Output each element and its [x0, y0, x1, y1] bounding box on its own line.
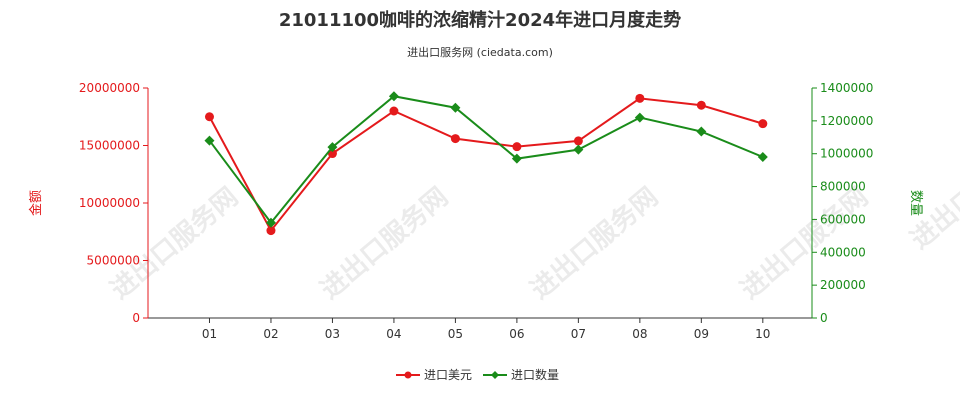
chart-subtitle: 进出口服务网 (ciedata.com)	[407, 45, 553, 59]
x-tick-label: 06	[509, 327, 524, 341]
right-axis-title: 数量	[908, 190, 923, 216]
left-tick-label: 5000000	[87, 254, 140, 268]
right-tick-label: 400000	[820, 245, 866, 259]
watermark-text: 进出口服务网	[525, 182, 664, 305]
data-point[interactable]	[696, 100, 706, 110]
x-tick-label: 08	[632, 327, 647, 341]
chart-title: 21011100咖啡的浓缩精汁2024年进口月度走势	[279, 9, 681, 31]
legend: 进口美元 进口数量	[396, 367, 559, 382]
data-point[interactable]	[511, 153, 522, 164]
left-tick-label: 20000000	[79, 81, 140, 95]
data-point[interactable]	[573, 136, 583, 146]
data-point[interactable]	[512, 142, 522, 152]
right-tick-label: 1400000	[820, 81, 873, 95]
x-tick-label: 02	[263, 327, 278, 341]
left-tick-label: 10000000	[79, 196, 140, 210]
watermark-text: 进出口服务网	[315, 182, 454, 305]
right-tick-label: 800000	[820, 180, 866, 194]
right-tick-label: 0	[820, 311, 828, 325]
x-tick-label: 09	[694, 327, 709, 341]
data-point[interactable]	[204, 135, 215, 146]
right-tick-label: 1200000	[820, 114, 873, 128]
data-point[interactable]	[573, 144, 584, 155]
x-tick-label: 07	[571, 327, 586, 341]
legend-label-import-quantity: 进口数量	[511, 367, 559, 382]
x-tick-label: 03	[325, 327, 340, 341]
x-tick-label: 05	[448, 327, 463, 341]
right-axis: 0 200000 400000 600000 800000 1000000 1200000 1…	[811, 81, 873, 325]
data-point[interactable]	[266, 226, 276, 236]
data-point[interactable]	[757, 152, 768, 162]
left-tick-label: 0	[132, 311, 140, 325]
right-tick-label: 200000	[820, 278, 866, 292]
x-tick-label: 10	[755, 327, 770, 341]
legend-label-import-usd: 进口美元	[424, 368, 472, 382]
data-point[interactable]	[696, 126, 707, 137]
legend-item-import-quantity[interactable]: 进口数量	[483, 367, 559, 382]
data-point[interactable]	[265, 217, 276, 228]
series-0	[204, 93, 768, 236]
series-1	[204, 91, 768, 228]
data-point[interactable]	[389, 106, 399, 116]
series-line	[208, 97, 764, 233]
data-point[interactable]	[327, 142, 338, 153]
data-point[interactable]	[635, 93, 645, 103]
x-tick-label: 04	[386, 327, 401, 341]
data-point[interactable]	[204, 112, 214, 122]
x-tick-label: 01	[202, 327, 217, 341]
left-tick-label: 15000000	[79, 139, 140, 153]
data-point[interactable]	[388, 91, 399, 102]
right-tick-label: 600000	[820, 212, 866, 226]
right-tick-label: 1000000	[820, 147, 873, 161]
legend-item-import-usd[interactable]: 进口美元	[396, 368, 472, 382]
data-point[interactable]	[450, 102, 461, 113]
series-layer	[204, 91, 768, 236]
data-point[interactable]	[450, 134, 460, 144]
left-axis-title: 金额	[28, 190, 44, 216]
series-line	[208, 95, 764, 225]
left-axis: 0 5000000 10000000 15000000 20000000	[79, 81, 149, 325]
data-point[interactable]	[758, 119, 768, 129]
x-axis: 01 02 03 04 05 06 07 08 09 10	[202, 318, 770, 341]
data-point[interactable]	[634, 112, 645, 123]
